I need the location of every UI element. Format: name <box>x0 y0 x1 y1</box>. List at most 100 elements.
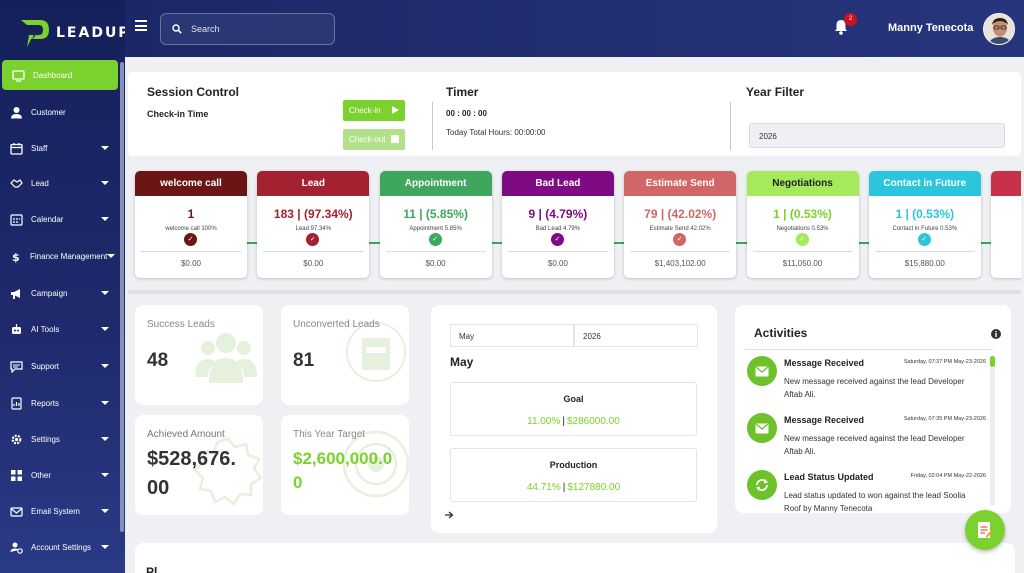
checkin-button[interactable]: Check-in <box>343 100 405 121</box>
sidebar-item-label: Finance Management <box>30 251 108 261</box>
arrow-right-icon[interactable] <box>444 510 454 520</box>
avatar[interactable] <box>983 13 1015 45</box>
sidebar-item-label: Staff <box>31 143 48 153</box>
sidebar-item-label: Reports <box>31 398 60 408</box>
timer-title: Timer <box>446 85 479 99</box>
stage-card[interactable]: 34 <box>991 171 1021 278</box>
chevron-down-icon[interactable] <box>101 401 109 405</box>
search-box[interactable] <box>160 13 335 45</box>
stage-card[interactable]: Estimate Send 79 | (42.02%) Estimate Send … <box>624 171 737 278</box>
hamburger-menu-icon[interactable] <box>135 20 147 31</box>
year-filter-title: Year Filter <box>746 85 805 99</box>
chevron-down-icon[interactable] <box>107 254 116 258</box>
sidebar-scrollbar[interactable] <box>120 62 124 532</box>
checkout-button[interactable]: Check-out <box>343 129 405 150</box>
stage-percent: Lead 97.34% <box>295 226 331 232</box>
sidebar-item-account-settings[interactable]: Account Settings <box>0 532 118 562</box>
search-input[interactable] <box>191 24 321 34</box>
chevron-down-icon[interactable] <box>101 473 109 477</box>
sidebar-item-customer[interactable]: Customer <box>0 97 118 127</box>
month-title: May <box>450 355 474 369</box>
stage-value: 9 | (4.79%) <box>528 207 588 221</box>
stage-card[interactable]: Bad Lead 9 | (4.79%) Bad Lead 4.79% ✓ $0.00 <box>501 171 614 278</box>
stage-card[interactable]: Contact in Future 1 | (0.53%) Contact in F… <box>868 171 981 278</box>
unconverted-leads-card[interactable]: Unconverted Leads 81 <box>281 305 409 405</box>
sidebar-item-ai-tools[interactable]: AI Tools <box>0 314 118 344</box>
activity-message: New message received against the lead De… <box>784 434 965 456</box>
sidebar-item-staff[interactable]: Staff <box>0 133 118 163</box>
stage-name: Estimate Send <box>624 171 737 196</box>
divider <box>263 251 364 252</box>
report-icon <box>9 396 23 410</box>
sidebar-item-reports[interactable]: Reports <box>0 388 118 418</box>
stage-card[interactable]: Appointment 11 | (5.85%) Appointment 5.85%… <box>379 171 492 278</box>
check-icon: ✓ <box>306 233 320 246</box>
user-name[interactable]: Manny Tenecota <box>888 22 974 34</box>
chevron-down-icon[interactable] <box>101 146 109 150</box>
megaphone-icon <box>9 286 23 300</box>
check-icon: ✓ <box>184 233 197 246</box>
sidebar-item-calendar[interactable]: Calendar <box>0 204 118 234</box>
brand-name: LEADUP <box>56 25 131 41</box>
sidebar-item-campaign[interactable]: Campaign <box>0 278 118 308</box>
stage-card[interactable]: welcome call 1 welcome call 100% ✓ $0.00 <box>135 171 247 278</box>
chevron-down-icon[interactable] <box>101 327 109 331</box>
stage-amount: $0.00 <box>180 259 202 268</box>
sidebar-item-lead[interactable]: Lead <box>0 168 118 198</box>
notes-fab-button[interactable] <box>965 510 1005 550</box>
activity-item[interactable]: Message Received Saturday, 07:37 PM May-2… <box>747 356 992 408</box>
chevron-down-icon[interactable] <box>101 509 109 513</box>
stage-value: 183 | (97.34%) <box>273 207 353 221</box>
activity-scrollbar[interactable] <box>990 356 995 506</box>
chevron-down-icon[interactable] <box>101 181 109 185</box>
success-leads-label: Success Leads <box>147 319 215 330</box>
year-select[interactable]: 2026 <box>574 324 698 347</box>
activity-item[interactable]: Message Received Saturday, 07:35 PM May-2… <box>747 413 992 465</box>
chevron-down-icon[interactable] <box>101 437 109 441</box>
sidebar-item-support[interactable]: Support <box>0 351 118 381</box>
check-icon: ✓ <box>428 233 442 246</box>
achieved-amount-card[interactable]: Achieved Amount $528,676. 00 <box>135 415 263 515</box>
sidebar-item-other[interactable]: Other <box>0 460 118 490</box>
success-leads-card[interactable]: Success Leads 48 <box>135 305 263 405</box>
topbar: 2 Manny Tenecota <box>125 0 1024 57</box>
info-icon[interactable] <box>991 329 1001 339</box>
divider <box>874 251 975 252</box>
divider <box>752 251 853 252</box>
chevron-down-icon[interactable] <box>101 291 109 295</box>
robot-icon <box>9 322 23 336</box>
month-select[interactable]: May <box>450 324 574 347</box>
sidebar-item-label: Lead <box>31 178 49 188</box>
sidebar-item-email-system[interactable]: Email System <box>0 496 118 526</box>
sidebar-item-finance-management[interactable]: $ Finance Management <box>0 241 118 271</box>
sidebar-item-dashboard[interactable]: Dashboard <box>2 60 118 90</box>
stage-value: 79 | (42.02%) <box>644 207 717 221</box>
gear-icon <box>9 432 23 446</box>
activities-title: Activities <box>754 326 808 340</box>
account-gear-icon <box>9 540 23 554</box>
year-filter-select[interactable]: 2026 <box>749 123 1005 148</box>
chevron-down-icon[interactable] <box>101 217 109 221</box>
logo[interactable]: LEADUP <box>18 16 131 50</box>
stage-card[interactable]: Lead 183 | (97.34%) Lead 97.34% ✓ $0.00 <box>257 171 370 278</box>
production-box: Production 44.71% | $127880.00 <box>450 448 697 502</box>
year-target-card[interactable]: This Year Target $2,600,000.0 0 <box>281 415 410 515</box>
email-icon <box>9 504 23 518</box>
stage-name: welcome call <box>135 171 247 196</box>
activity-message: Lead status updated to won against the l… <box>784 491 966 513</box>
goal-value: 11.00% | $286000.00 <box>527 416 620 427</box>
envelope-icon <box>747 413 777 443</box>
activity-item[interactable]: Lead Status Updated Friday, 02:04 PM May-… <box>747 470 992 513</box>
sidebar-item-label: Settings <box>31 434 60 444</box>
calendar-icon <box>9 141 23 155</box>
sidebar-item-settings[interactable]: Settings <box>0 424 118 454</box>
chevron-down-icon[interactable] <box>101 545 109 549</box>
bottom-card-title: Pl <box>146 565 158 573</box>
users-icon <box>195 333 257 383</box>
stage-value: 1 | (0.53%) <box>773 207 832 221</box>
stage-card[interactable]: Negotiations 1 | (0.53%) Negotiations 0.53… <box>746 171 859 278</box>
badge-dollar-icon <box>193 437 263 506</box>
checkout-label: Check-out <box>349 135 386 144</box>
chevron-down-icon[interactable] <box>101 364 109 368</box>
stage-percent: Bad Lead 4.79% <box>535 226 581 232</box>
